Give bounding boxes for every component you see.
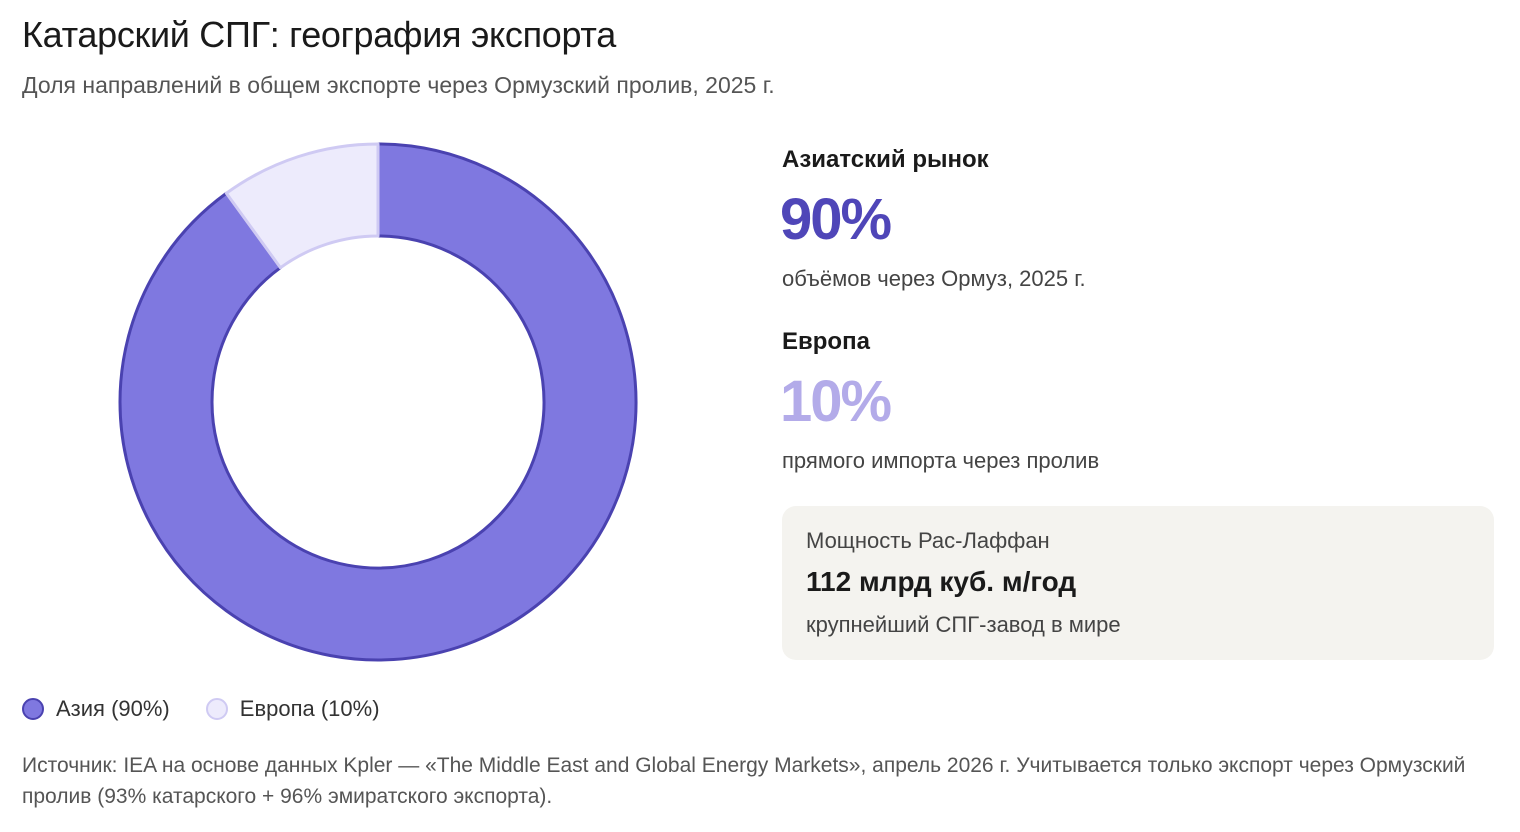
stat-label-europe: Европа (782, 328, 870, 355)
stat-value-europe: 10% (780, 369, 892, 434)
legend-item-asia: Азия (90%) (22, 696, 170, 722)
stat-note-asia: объёмов через Ормуз, 2025 г. (782, 266, 1086, 291)
donut-chart (118, 142, 638, 662)
chart-title: Катарский СПГ: география экспорта (22, 14, 616, 55)
chart-subtitle: Доля направлений в общем экспорте через … (22, 72, 775, 98)
legend-label-asia: Азия (90%) (56, 696, 170, 721)
card-note: крупнейший СПГ-завод в мире (806, 612, 1121, 637)
donut-slice-asia (118, 142, 638, 662)
stat-note-europe: прямого импорта через пролив (782, 448, 1100, 473)
stat-value-asia: 90% (780, 187, 892, 252)
legend-item-europe: Европа (10%) (205, 696, 380, 722)
legend-swatch-europe (205, 698, 228, 720)
donut-slice-europe (224, 142, 380, 270)
legend-swatch-asia (22, 698, 44, 720)
stat-label-asia: Азиатский рынок (782, 146, 989, 173)
source-note: Источник: IEA на основе данных Kpler — «… (22, 754, 1466, 808)
card-value: 112 млрд куб. м/год (806, 566, 1077, 597)
chart-legend: Азия (90%) Европа (10%) (22, 696, 402, 722)
card-label: Мощность Рас-Лаффан (806, 528, 1050, 553)
legend-label-europe: Европа (10%) (239, 696, 380, 721)
capacity-card: Мощность Рас-Лаффан 112 млрд куб. м/год … (782, 506, 1494, 660)
